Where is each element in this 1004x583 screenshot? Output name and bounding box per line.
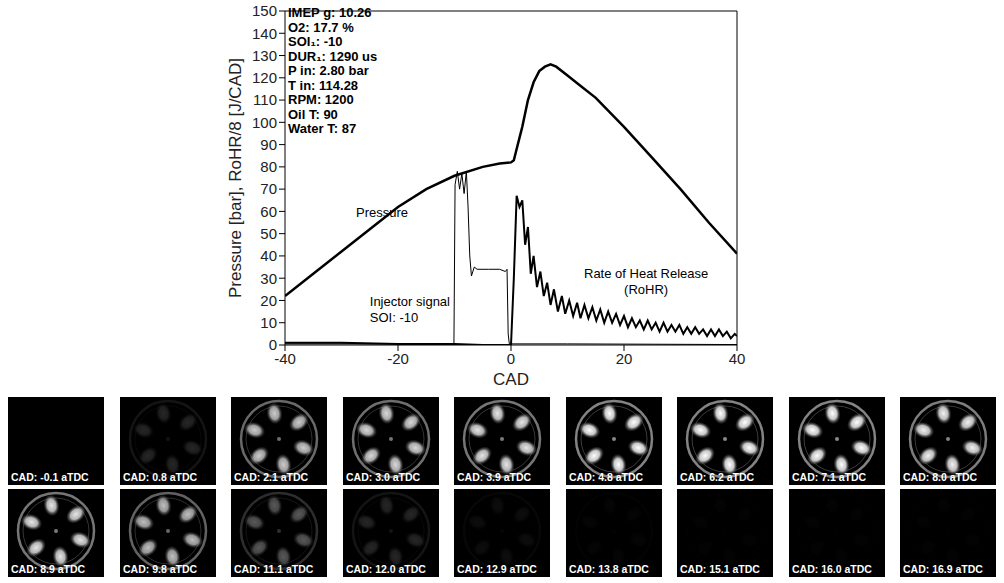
svg-text:-20: -20: [387, 350, 409, 367]
svg-text:50: 50: [260, 225, 277, 242]
html-text:Oil T: 90: Oil T: 90: [288, 106, 338, 122]
html-text:Pressure: Pressure: [356, 205, 408, 220]
svg-text:CAD: 9.8 aTDC: CAD: 9.8 aTDC: [123, 563, 198, 575]
svg-text:CAD: 7.1 aTDC: CAD: 7.1 aTDC: [792, 471, 867, 483]
svg-text:CAD: 13.8 aTDC: CAD: 13.8 aTDC: [569, 563, 649, 575]
svg-text:CAD: 15.1 aTDC: CAD: 15.1 aTDC: [680, 563, 760, 575]
svg-text:CAD: 11.1 aTDC: CAD: 11.1 aTDC: [234, 563, 314, 575]
svg-text:0: 0: [507, 350, 515, 367]
svg-text:60: 60: [260, 203, 277, 220]
svg-text:40: 40: [729, 350, 746, 367]
svg-text:CAD: 6.2 aTDC: CAD: 6.2 aTDC: [680, 471, 755, 483]
svg-text:110: 110: [253, 91, 277, 108]
svg-text:CAD: 8.0 aTDC: CAD: 8.0 aTDC: [903, 471, 978, 483]
svg-text:130: 130: [252, 47, 277, 64]
svg-text:90: 90: [260, 136, 277, 153]
svg-text:CAD: 16.0 aTDC: CAD: 16.0 aTDC: [792, 563, 872, 575]
svg-text:150: 150: [252, 2, 277, 19]
svg-text:40: 40: [260, 247, 277, 264]
html-text:SOI₁: -10: SOI₁: -10: [288, 34, 343, 49]
svg-text:70: 70: [260, 180, 277, 197]
html-text:IMEP g: 10.26: IMEP g: 10.26: [288, 5, 372, 20]
html-text:Water T: 87: Water T: 87: [288, 121, 357, 136]
svg-text:20: 20: [616, 350, 633, 367]
html-text:Injector signal: Injector signal: [369, 294, 450, 309]
svg-text:CAD: 12.9 aTDC: CAD: 12.9 aTDC: [457, 563, 537, 575]
html-text:SOI: -10: SOI: -10: [369, 310, 419, 325]
svg-text:CAD: -0.1 aTDC: CAD: -0.1 aTDC: [11, 471, 89, 483]
svg-text:CAD: 0.8 aTDC: CAD: 0.8 aTDC: [123, 471, 198, 483]
svg-text:CAD: 12.0 aTDC: CAD: 12.0 aTDC: [346, 563, 426, 575]
svg-text:CAD: 3.0 aTDC: CAD: 3.0 aTDC: [346, 471, 421, 483]
svg-text:100: 100: [252, 114, 277, 131]
svg-text:CAD: 3.9 aTDC: CAD: 3.9 aTDC: [457, 471, 532, 483]
svg-text:-40: -40: [274, 350, 296, 367]
svg-text:CAD: CAD: [493, 370, 529, 389]
svg-text:0: 0: [269, 336, 277, 353]
svg-text:120: 120: [252, 69, 277, 86]
svg-text:CAD: 16.9 aTDC: CAD: 16.9 aTDC: [903, 563, 983, 575]
html-text:P in: 2.80 bar: P in: 2.80 bar: [288, 63, 369, 78]
html-text:RPM: 1200: RPM: 1200: [288, 92, 354, 107]
html-text:T in: 114.28: T in: 114.28: [288, 77, 359, 93]
svg-text:140: 140: [252, 25, 277, 42]
html-text:(RoHR): (RoHR): [624, 282, 669, 297]
svg-text:CAD: 8.9 aTDC: CAD: 8.9 aTDC: [11, 563, 86, 575]
html-text:Rate of Heat Release: Rate of Heat Release: [584, 266, 709, 281]
svg-text:CAD: 2.1 aTDC: CAD: 2.1 aTDC: [234, 471, 309, 483]
svg-text:80: 80: [260, 158, 277, 175]
html-text:DUR₁: 1290 us: DUR₁: 1290 us: [288, 48, 378, 64]
svg-text:30: 30: [260, 270, 277, 287]
svg-text:10: 10: [260, 314, 277, 331]
html-text:Pressure [bar], RoHR/8 [J/CAD]: Pressure [bar], RoHR/8 [J/CAD]: [226, 58, 245, 298]
html-text:O2: 17.7 %: O2: 17.7 %: [288, 19, 354, 35]
svg-text:CAD: 4.8 aTDC: CAD: 4.8 aTDC: [569, 471, 644, 483]
svg-text:20: 20: [260, 292, 277, 309]
